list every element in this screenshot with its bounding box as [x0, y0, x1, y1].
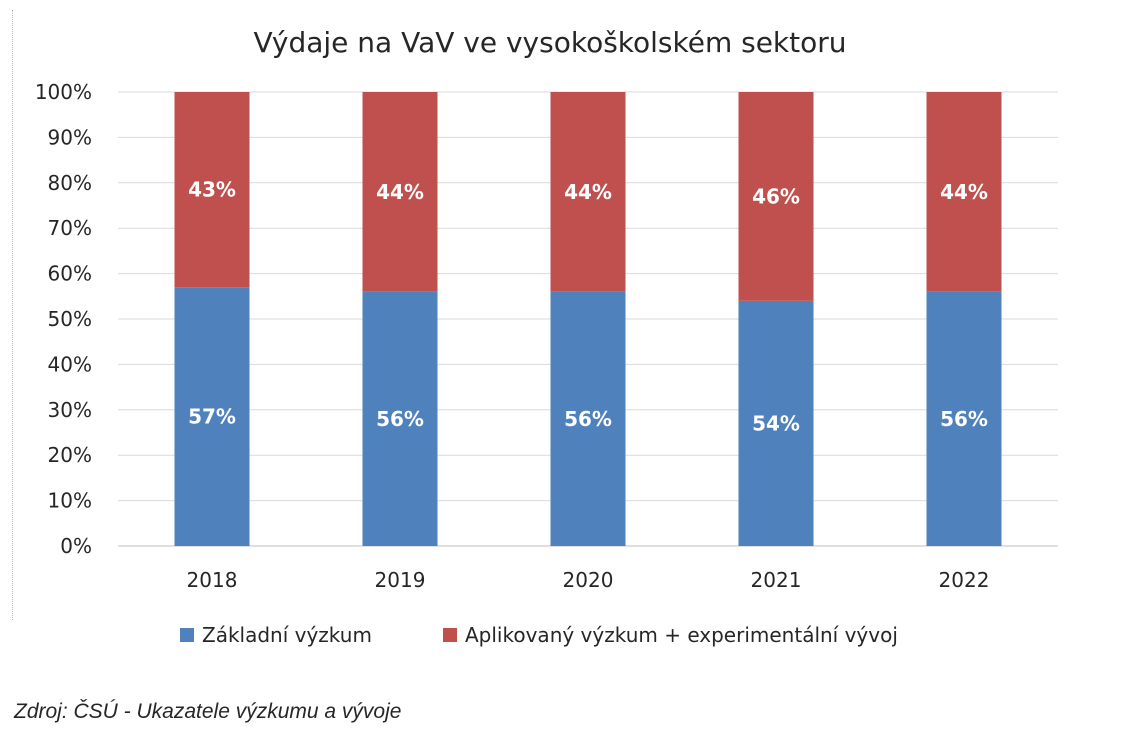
- data-label-2019-series-0: 56%: [376, 407, 424, 431]
- y-tick-label: 30%: [48, 398, 92, 422]
- bar-segment-2019-series-1: [362, 92, 438, 292]
- y-tick-label: 100%: [35, 80, 92, 104]
- data-label-2022-series-0: 56%: [940, 407, 988, 431]
- bar-segment-2018-series-0: [174, 287, 250, 546]
- data-label-2019-series-1: 44%: [376, 180, 424, 204]
- data-label-2020-series-0: 56%: [564, 407, 612, 431]
- x-tick-label: 2020: [563, 568, 614, 592]
- legend-label-aplikovany: Aplikovaný výzkum + experimentální vývoj: [465, 623, 898, 647]
- data-label-2021-series-0: 54%: [752, 411, 800, 435]
- y-tick-label: 40%: [48, 352, 92, 376]
- data-label-2018-series-0: 57%: [188, 405, 236, 429]
- legend-label-zakladni: Základní výzkum: [202, 623, 372, 647]
- bar-segment-2018-series-1: [174, 92, 250, 288]
- chart-area-border: [12, 10, 14, 620]
- y-tick-label: 50%: [48, 307, 92, 331]
- bar-segment-2022-series-0: [926, 291, 1002, 546]
- data-label-2022-series-1: 44%: [940, 180, 988, 204]
- data-label-2018-series-1: 43%: [188, 178, 236, 202]
- bar-segment-2019-series-0: [362, 291, 438, 546]
- y-tick-label: 70%: [48, 216, 92, 240]
- x-tick-label: 2019: [375, 568, 426, 592]
- x-tick-label: 2022: [939, 568, 990, 592]
- data-label-2020-series-1: 44%: [564, 180, 612, 204]
- bar-segment-2021-series-1: [738, 92, 814, 301]
- y-tick-label: 60%: [48, 262, 92, 286]
- bars: 57% 43% 56% 44% 56% 44% 54% 46% 56% 44%: [174, 92, 1002, 546]
- stacked-bar-chart: Výdaje na VaV ve vysokoškolském sektoru …: [35, 26, 1058, 647]
- legend-swatch-aplikovany: [443, 628, 457, 642]
- bar-segment-2020-series-0: [550, 291, 626, 546]
- legend-swatch-zakladni: [180, 628, 194, 642]
- y-tick-label: 20%: [48, 443, 92, 467]
- y-tick-label: 0%: [60, 534, 92, 558]
- bar-segment-2021-series-0: [738, 300, 814, 546]
- bar-segment-2020-series-1: [550, 92, 626, 292]
- data-label-2021-series-1: 46%: [752, 184, 800, 208]
- legend: Základní výzkum Aplikovaný výzkum + expe…: [180, 623, 898, 647]
- source-note: Zdroj: ČSÚ - Ukazatele výzkumu a vývoje: [14, 700, 402, 723]
- y-axis: 0% 10% 20% 30% 40% 50% 60% 70% 80% 90% 100%: [35, 80, 92, 558]
- y-tick-label: 90%: [48, 125, 92, 149]
- bar-segment-2022-series-1: [926, 92, 1002, 292]
- x-tick-label: 2021: [751, 568, 802, 592]
- chart-title: Výdaje na VaV ve vysokoškolském sektoru: [253, 26, 846, 59]
- x-tick-label: 2018: [187, 568, 238, 592]
- y-tick-label: 10%: [48, 489, 92, 513]
- y-tick-label: 80%: [48, 171, 92, 195]
- x-axis: 2018 2019 2020 2021 2022: [187, 568, 990, 592]
